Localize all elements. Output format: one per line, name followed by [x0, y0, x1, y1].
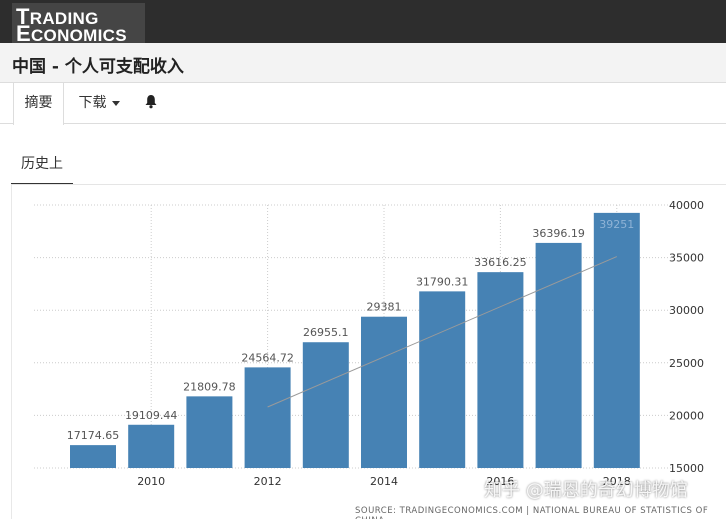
x-tick-label: 2012 [254, 475, 282, 488]
y-tick-label: 40000 [669, 199, 704, 212]
logo-text: CONOMICS [30, 26, 127, 45]
data-label: 24564.72 [241, 351, 294, 364]
logo-letter: T [16, 4, 30, 29]
tab-bar: 摘要 下载 [0, 83, 726, 125]
data-label: 36396.19 [532, 227, 585, 240]
bar [593, 212, 640, 468]
x-tick-label: 2018 [603, 475, 631, 488]
x-tick-label: 2014 [370, 475, 398, 488]
data-label: 26955.1 [303, 326, 349, 339]
chevron-down-icon [111, 100, 120, 106]
data-label: 39251 [599, 218, 634, 231]
top-bar: TRADING ECONOMICS [0, 0, 726, 50]
title-bar: 中国 - 个人可支配收入 [0, 43, 726, 83]
bar [186, 396, 233, 468]
tab-summary[interactable]: 摘要 [13, 83, 64, 125]
data-label: 21809.78 [183, 380, 236, 393]
bar [244, 367, 291, 468]
bar [477, 272, 524, 468]
bar [302, 342, 349, 468]
y-tick-label: 15000 [669, 462, 704, 475]
trading-economics-logo[interactable]: TRADING ECONOMICS [12, 3, 145, 50]
y-tick-label: 35000 [669, 252, 704, 265]
data-label: 19109.44 [125, 409, 178, 422]
chart-area: 15000 20000 25000 30000 35000 40000 17174.65 19… [11, 185, 726, 519]
logo-letter: E [16, 21, 31, 46]
data-label: 29381 [367, 301, 402, 314]
download-label: 下载 [78, 95, 107, 111]
bell-icon [145, 95, 157, 109]
bar [361, 316, 407, 468]
divider [11, 184, 726, 185]
bar [70, 445, 116, 468]
chart-source: SOURCE: TRADINGECONOMICS.COM | NATIONAL … [355, 506, 709, 519]
x-tick-label: 2010 [137, 475, 165, 488]
page-title: 中国 - 个人可支配收入 [12, 57, 184, 77]
trend-line [267, 256, 617, 408]
bar [419, 291, 466, 468]
data-label: 31790.31 [416, 275, 469, 288]
logo-text: RADING [29, 9, 99, 28]
y-tick-label: 25000 [669, 357, 704, 370]
x-tick-label: 2016 [486, 475, 514, 488]
data-label: 17174.65 [67, 429, 120, 442]
watermark-text: 知乎 @瑞恩的奇幻博物馆 [484, 480, 688, 501]
chart-svg: 15000 20000 25000 30000 35000 40000 17174.65 19… [34, 199, 704, 488]
bar [535, 242, 582, 468]
y-tick-label: 20000 [669, 409, 704, 422]
subtab-history[interactable]: 历史上 [11, 152, 73, 185]
tab-download[interactable]: 下载 [70, 83, 128, 124]
y-tick-label: 30000 [669, 304, 704, 317]
data-label: 33616.25 [474, 256, 527, 269]
bell-button[interactable] [138, 83, 164, 124]
bar [128, 424, 175, 468]
